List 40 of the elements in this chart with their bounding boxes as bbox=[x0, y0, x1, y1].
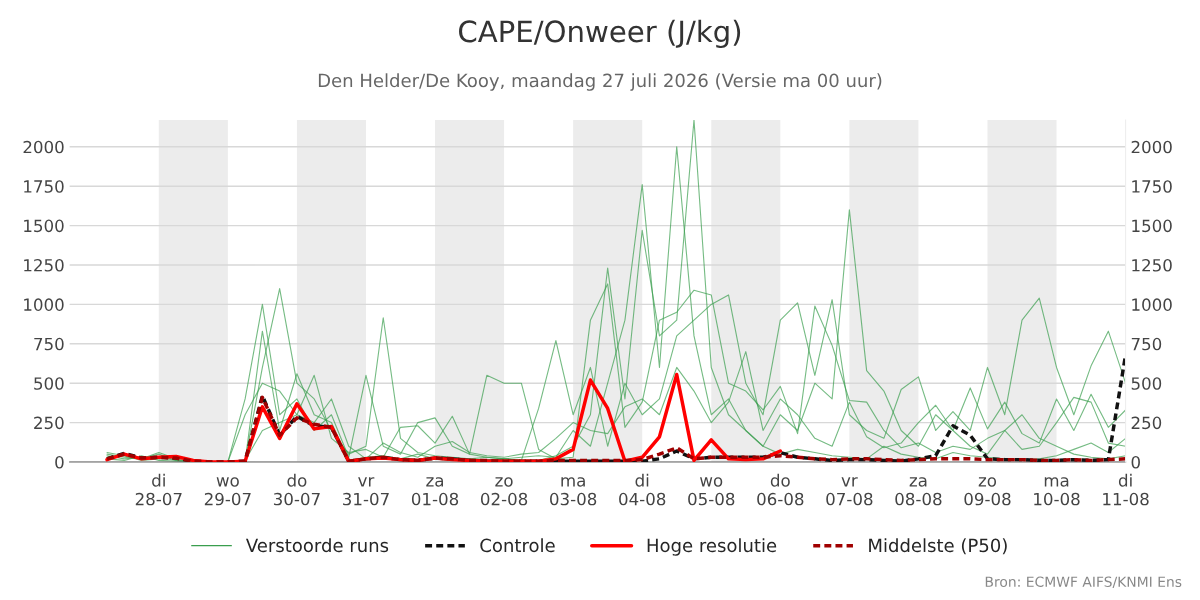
y-tick-label: 1500 bbox=[24, 219, 64, 233]
x-tick-label: di 28-07 bbox=[135, 473, 182, 506]
y2-tick-label: 1750 bbox=[1132, 180, 1172, 193]
chart-title: CAPE/Onweer (J/kg) bbox=[459, 19, 741, 49]
x-tick-label: ma 10-08 bbox=[1034, 477, 1080, 506]
x-tick-label: wo 05-08 bbox=[688, 477, 735, 506]
y-tick-label: 750 bbox=[34, 337, 64, 351]
y2-tick-label: 500 bbox=[1131, 377, 1162, 390]
x-tick-label: za 01-08 bbox=[411, 477, 459, 506]
x-tick-label: di 04-08 bbox=[619, 473, 666, 506]
x-tick-label: do 06-08 bbox=[757, 473, 804, 506]
chart-subtitle: Den Helder/De Kooy, maandag 27 juli 2026 (Versie ma 00 uur) bbox=[318, 73, 882, 91]
legend-label: Controle bbox=[480, 538, 555, 553]
x-tick-label: za 08-08 bbox=[895, 477, 942, 506]
text: Bron: ECMWF AIFS/KNMI Ens bbox=[985, 576, 1182, 589]
y2-tick-label: 750 bbox=[1131, 337, 1162, 351]
legend-label: Middelste (P50) bbox=[869, 538, 1007, 555]
y2-tick-label: 1000 bbox=[1132, 298, 1172, 311]
y-tick-label: 0 bbox=[55, 455, 64, 469]
x-tick-label: vr 07-08 bbox=[826, 477, 873, 506]
legend-label: Verstoorde runs bbox=[245, 538, 389, 553]
y-tick-label: 500 bbox=[34, 377, 64, 390]
x-tick-label: zo 09-08 bbox=[964, 477, 1011, 506]
y-tick-label: 2000 bbox=[23, 140, 64, 154]
x-tick-label: zo 02-08 bbox=[480, 477, 528, 506]
y2-tick-label: 0 bbox=[1131, 455, 1140, 469]
y2-tick-label: 1500 bbox=[1132, 219, 1172, 233]
y2-tick-label: 250 bbox=[1131, 416, 1162, 430]
y-tick-label: 1250 bbox=[24, 258, 64, 272]
x-tick-label: vr 31-07 bbox=[343, 477, 389, 506]
x-tick-label: di 11-08 bbox=[1103, 473, 1149, 506]
x-tick-label: do 30-07 bbox=[273, 473, 320, 506]
y-tick-label: 250 bbox=[34, 416, 64, 430]
y2-tick-label: 2000 bbox=[1131, 140, 1172, 154]
x-tick-label: ma 03-08 bbox=[550, 477, 597, 506]
y-tick-label: 1750 bbox=[24, 180, 64, 193]
legend-label: Hoge resolutie bbox=[647, 538, 777, 556]
y-tick-label: 1000 bbox=[24, 298, 64, 311]
y2-tick-label: 1250 bbox=[1132, 258, 1172, 272]
x-tick-label: wo 29-07 bbox=[204, 477, 251, 506]
